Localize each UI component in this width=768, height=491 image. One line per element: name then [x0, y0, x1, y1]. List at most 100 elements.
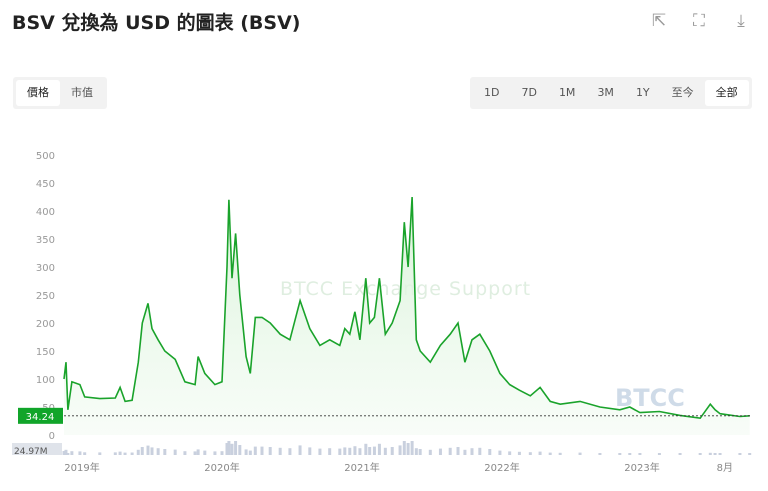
volume-bar: [538, 451, 542, 455]
volume-bar: [678, 453, 682, 455]
volume-bar: [318, 448, 322, 455]
volume-bar: [196, 449, 200, 455]
volume-bar: [183, 451, 187, 455]
volume-bar: [118, 451, 122, 455]
volume-bar: [738, 453, 742, 455]
volume-bar: [368, 447, 372, 455]
volume-bar: [508, 451, 512, 455]
range-7d[interactable]: 7D: [521, 86, 537, 99]
volume-bar: [456, 447, 460, 455]
volume-bar: [618, 453, 622, 455]
range-all[interactable]: 全部: [704, 80, 749, 106]
price-area: [64, 197, 750, 435]
volume-axis-bg: [12, 443, 62, 455]
x-tick-label: 8月: [717, 462, 733, 474]
volume-bar: [260, 446, 264, 455]
volume-bar: [150, 447, 154, 455]
tab-market-cap[interactable]: 市值: [71, 86, 93, 99]
volume-bar: [698, 453, 702, 455]
volume-bar: [718, 453, 722, 455]
y-tick-label: 250: [36, 291, 55, 302]
page-title: BSV 兌換為 USD 的圖表 (BSV): [12, 12, 301, 34]
y-tick-label: 200: [36, 319, 55, 330]
volume-bar: [358, 448, 362, 455]
volume-bar: [64, 449, 68, 455]
volume-bar: [225, 443, 229, 455]
volume-bar: [498, 450, 502, 455]
volume-bar: [203, 450, 207, 455]
volume-bar: [470, 448, 474, 455]
volume-bar: [308, 447, 312, 455]
volume-bar: [338, 448, 342, 455]
volume-bar: [558, 452, 562, 455]
volume-bar: [398, 445, 402, 455]
volume-bar: [517, 451, 521, 455]
volume-bar: [628, 453, 632, 455]
volume-bar: [66, 453, 70, 455]
volume-bar: [173, 449, 177, 455]
volume-bar: [410, 441, 414, 455]
y-tick-label: 100: [36, 375, 55, 386]
volume-bar: [438, 448, 442, 455]
volume-bar: [298, 445, 302, 455]
volume-bar: [657, 453, 661, 455]
volume-bar: [220, 451, 224, 455]
volume-bar: [146, 445, 150, 455]
volume-bar: [638, 453, 642, 455]
volume-bar: [83, 452, 87, 455]
share-icon[interactable]: ⇱: [651, 11, 667, 31]
volume-bar: [227, 441, 231, 455]
volume-bar: [163, 449, 167, 455]
volume-bar: [463, 449, 467, 455]
volume-bar: [140, 447, 144, 455]
volume-bar: [448, 447, 452, 455]
download-icon[interactable]: ⤓: [737, 11, 745, 31]
volume-bar: [578, 452, 582, 455]
volume-bar: [353, 446, 357, 455]
y-tick-label: 150: [36, 347, 55, 358]
range-ytd[interactable]: 至今: [671, 86, 694, 99]
volume-bar: [748, 453, 752, 455]
range-3m[interactable]: 3M: [597, 86, 614, 99]
volume-bar: [70, 451, 74, 455]
volume-bar: [713, 453, 717, 455]
y-tick-label: 400: [36, 207, 55, 218]
volume-bar: [288, 448, 292, 455]
volume-bar: [377, 443, 381, 455]
metric-tabs: 價格 市值: [13, 77, 107, 109]
price-line: [63, 196, 750, 420]
volume-bar: [428, 449, 432, 455]
volume-bar: [234, 441, 238, 455]
range-1d[interactable]: 1D: [484, 86, 500, 99]
volume-bar: [528, 452, 532, 455]
volume-bar: [213, 451, 217, 455]
volume-bar: [488, 449, 492, 455]
volume-bar: [708, 452, 712, 455]
volume-bar: [193, 451, 197, 455]
x-tick-label: 2020年: [204, 461, 239, 474]
volume-bar: [248, 450, 252, 455]
volume-bar: [238, 445, 242, 455]
range-1m[interactable]: 1M: [558, 86, 576, 99]
volume-bar: [136, 449, 140, 455]
volume-bar: [62, 451, 66, 455]
current-price-label: 34.24: [26, 412, 55, 423]
volume-bar: [343, 447, 347, 455]
volume-bar: [478, 447, 482, 455]
volume-bar: [268, 447, 272, 455]
volume-bar: [406, 443, 410, 455]
tab-price[interactable]: 價格: [16, 80, 60, 106]
volume-bar: [418, 449, 422, 455]
x-tick-label: 2021年: [344, 461, 379, 474]
fullscreen-icon[interactable]: ⛶: [693, 11, 705, 31]
volume-bar: [278, 447, 282, 455]
volume-bar: [383, 447, 387, 455]
volume-bar: [328, 448, 332, 455]
range-1y[interactable]: 1Y: [635, 86, 650, 99]
volume-bar: [364, 443, 368, 455]
volume-bar: [123, 452, 127, 455]
volume-bar: [230, 443, 234, 455]
range-tabs: 1D 7D 1M 3M 1Y 至今 全部: [470, 77, 752, 109]
y-tick-label: 0: [49, 431, 55, 442]
